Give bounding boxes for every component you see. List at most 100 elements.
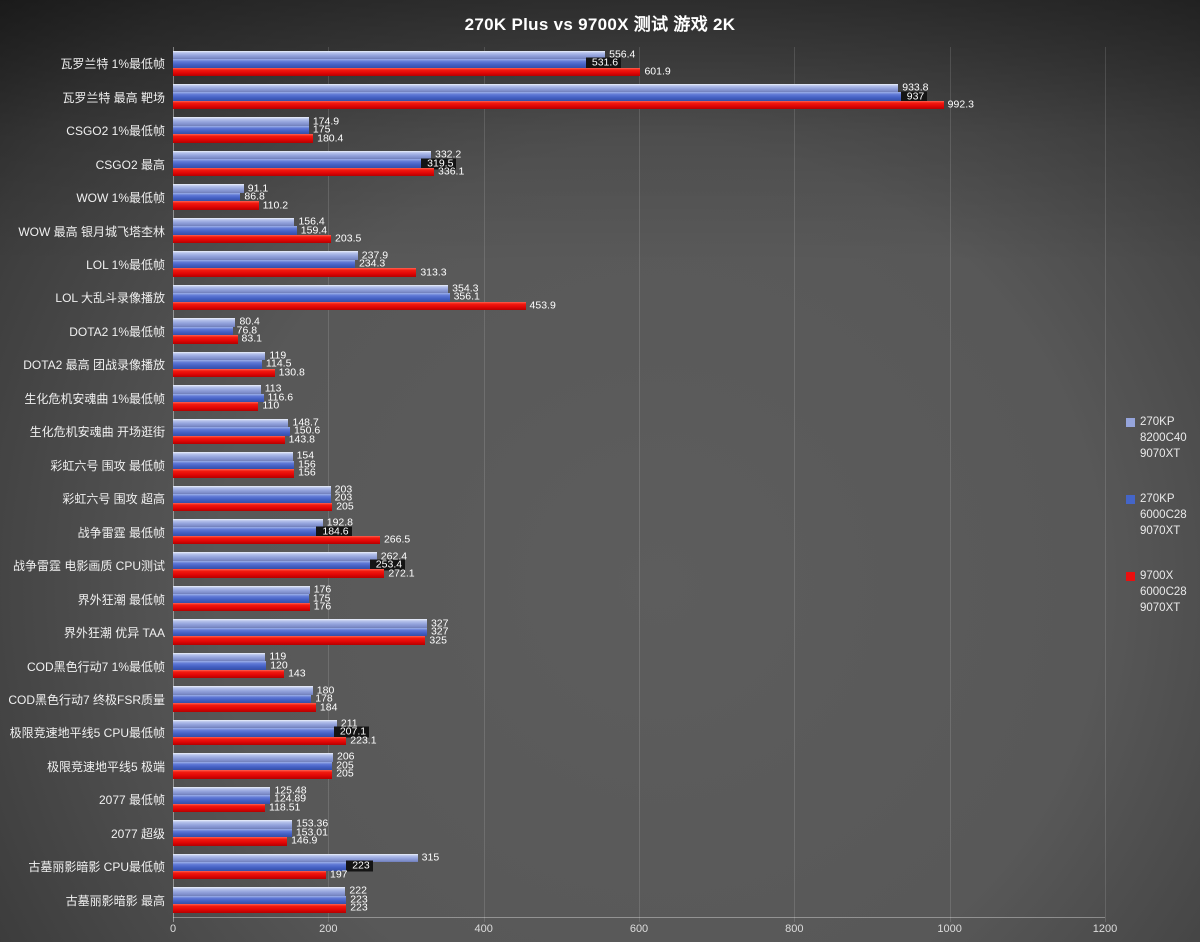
x-tick-label-600: 600 [629, 923, 649, 935]
bar-value-label: 354.3 [452, 282, 479, 295]
bar-series1: 174.9 [173, 116, 339, 127]
bar-series2: 184.6 [173, 526, 352, 538]
category-label: DOTA2 1%最低帧 [69, 324, 165, 339]
bar-series1: 154 [173, 450, 314, 461]
bar-value-label: 211 [340, 717, 358, 730]
bar-value-label: 176 [313, 600, 332, 613]
bar-series2: 114.5 [173, 358, 291, 369]
bar-series2: 175 [173, 124, 330, 135]
legend-swatch-icon [1126, 572, 1135, 581]
bar-group: 119 114.5 130.8 [173, 348, 1105, 381]
bar-series1: 237.9 [173, 250, 388, 261]
category-label: 2077 超级 [110, 826, 165, 841]
bar-value-label: 91.1 [247, 182, 269, 195]
bar-series1: 203 [173, 484, 352, 495]
x-tick-label-0: 0 [169, 923, 177, 935]
bar-value-label: 223 [346, 860, 373, 872]
category-label: WOW 最高 银月城飞塔杢林 [18, 224, 165, 239]
bar-group: 206 205 205 [173, 750, 1105, 783]
bar-value-label: 262.4 [380, 550, 408, 563]
bar-group: 176 175 176 [173, 582, 1105, 615]
value-axis: 0 200 400 600 800 1000 1200 [169, 921, 1117, 937]
category-axis: 瓦罗兰特 1%最低帧 瓦罗兰特 最高 靶场 CSGO2 1%最低帧 CSGO2 最高 W… [0, 47, 165, 917]
bar-group: 203 203 205 [173, 482, 1105, 515]
legend-label-line: 6000C28 [1140, 509, 1187, 521]
gridline-600 [639, 47, 640, 922]
bar-series1: 222 [173, 885, 367, 896]
bar-series1: 933.8 [173, 82, 929, 93]
bar-value-label: 325 [429, 634, 447, 647]
legend-label-line: 9070XT [1140, 602, 1181, 614]
bar-value-label: 313.3 [420, 266, 447, 279]
legend-label-line: 9070XT [1140, 448, 1181, 460]
bar-series3: 110 [173, 400, 279, 411]
bar-value-label: 114.5 [265, 357, 292, 370]
bar-group: 237.9 234.3 313.3 [173, 248, 1105, 281]
bar-series1: 119 [173, 651, 286, 662]
bar-series2: 124.89 [173, 793, 306, 804]
bar-value-label: 180.4 [317, 132, 344, 145]
bar-series3: 146.9 [173, 835, 317, 846]
bar-series3: 110.2 [173, 200, 288, 211]
bar-value-label: 184.6 [316, 526, 352, 538]
bar-value-label: 159.4 [300, 224, 328, 237]
bar-group: 222 223 223 [173, 884, 1105, 917]
bar-series1: 192.8 [173, 517, 353, 528]
bar-series3: 223.1 [173, 735, 377, 746]
bar-series2: 253.4 [173, 559, 406, 571]
bar-value-label: 205 [336, 767, 354, 780]
bar-series2: 531.6 [173, 57, 622, 69]
bar-series2: 203 [173, 492, 352, 503]
bar-value-label: 327 [430, 625, 449, 638]
bar-series2: 327 [173, 626, 449, 637]
bar-series3: 205 [173, 501, 354, 512]
category-label: 彩虹六号 围攻 超高 [62, 492, 165, 507]
bar-series1: 119 [173, 350, 286, 361]
legend-label: 9700X 6000C28 9070XT [1140, 568, 1187, 616]
legend: 270KP 8200C40 9070XT 270KP 6000C28 9070XT 9700… [1126, 414, 1200, 645]
bar-value-label: 203.5 [335, 232, 362, 245]
x-tick-label-1200: 1200 [1092, 923, 1118, 935]
x-tick-label-400: 400 [474, 923, 493, 935]
category-label: 古墓丽影暗影 最高 [65, 893, 165, 908]
bar-series2: 159.4 [173, 225, 327, 236]
bar-series1: 354.3 [173, 283, 478, 294]
x-tick-label-200: 200 [319, 923, 338, 935]
category-label: 生化危机安魂曲 1%最低帧 [24, 391, 165, 406]
category-label: 极限竞速地平线5 极端 [46, 759, 165, 774]
bar-group: 933.8 937 992.3 [173, 80, 1105, 113]
bar-series3: 184 [173, 702, 337, 713]
bar-series2: 150.6 [173, 425, 320, 436]
bar-series3: 180.4 [173, 133, 343, 144]
legend-label: 270KP 8200C40 9070XT [1140, 414, 1187, 462]
bar-group: 332.2 319.5 336.1 [173, 147, 1105, 180]
bar-value-label: 237.9 [361, 249, 389, 262]
legend-entry-3: 9700X 6000C28 9070XT [1126, 568, 1200, 616]
bar-series3: 453.9 [173, 300, 556, 311]
bar-value-label: 113 [264, 382, 282, 395]
bar-series3: 325 [173, 635, 447, 646]
legend-swatch-icon [1126, 495, 1135, 504]
category-label: 战争雷霆 最低帧 [77, 525, 165, 540]
bar-series3: 197 [173, 869, 348, 880]
bar-series2: 205 [173, 760, 354, 771]
bar-value-label: 184 [319, 701, 338, 714]
bar-group: 327 327 325 [173, 616, 1105, 649]
chart-title: 270K Plus vs 9700X 测试 游戏 2K [464, 15, 736, 34]
bar-value-label: 223 [350, 901, 368, 914]
bar-value-label: 192.8 [326, 516, 354, 529]
bar-value-label: 156 [298, 458, 316, 471]
bar-series3: 992.3 [173, 99, 974, 110]
bar-series2: 234.3 [173, 258, 385, 269]
bar-series1: 91.1 [173, 183, 268, 194]
gridline-1000 [949, 47, 951, 922]
bar-series2: 319.5 [173, 158, 457, 170]
gridline-1200 [1105, 47, 1106, 922]
legend-label-line: 8200C40 [1140, 432, 1187, 444]
bar-value-label: 203 [334, 491, 353, 504]
bar-group: 80.4 76.8 83.1 [173, 315, 1105, 348]
bar-series3: 313.3 [173, 267, 447, 278]
bar-value-label: 120 [270, 659, 288, 672]
bar-value-label: 143.8 [288, 433, 315, 446]
bar-value-label: 119 [269, 349, 287, 362]
